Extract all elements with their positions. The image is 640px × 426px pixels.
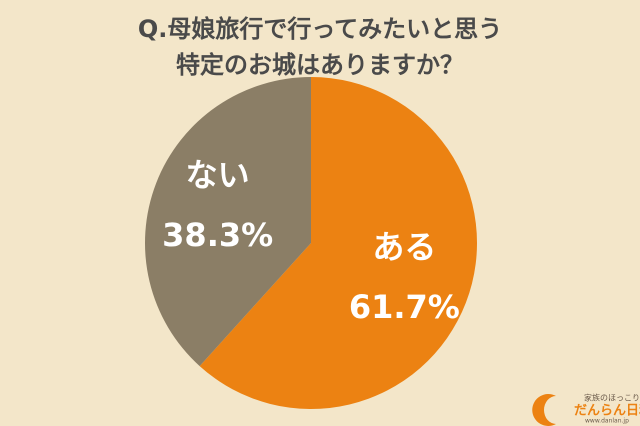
pie-slice [145, 77, 311, 367]
chart-title: 特定のお城はありますか？ [176, 51, 464, 79]
chart-title: Q.母娘旅行で行ってみたいと思う [138, 15, 502, 43]
logo-icon [532, 394, 556, 426]
logo-url: www.danlan.jp [585, 418, 629, 425]
slice-label: ある [372, 228, 436, 266]
logo-name: だんらん日和 [574, 403, 640, 419]
pie-slice [199, 77, 478, 410]
logo-tagline: 家族のほっこりメディア [584, 393, 640, 403]
value-label: 61.7% [349, 288, 460, 326]
logo: 家族のほっこりメディア だんらん日和 www.danlan.jp [532, 393, 640, 426]
value-label: 38.3% [162, 216, 273, 254]
slice-label: ない [186, 156, 250, 194]
